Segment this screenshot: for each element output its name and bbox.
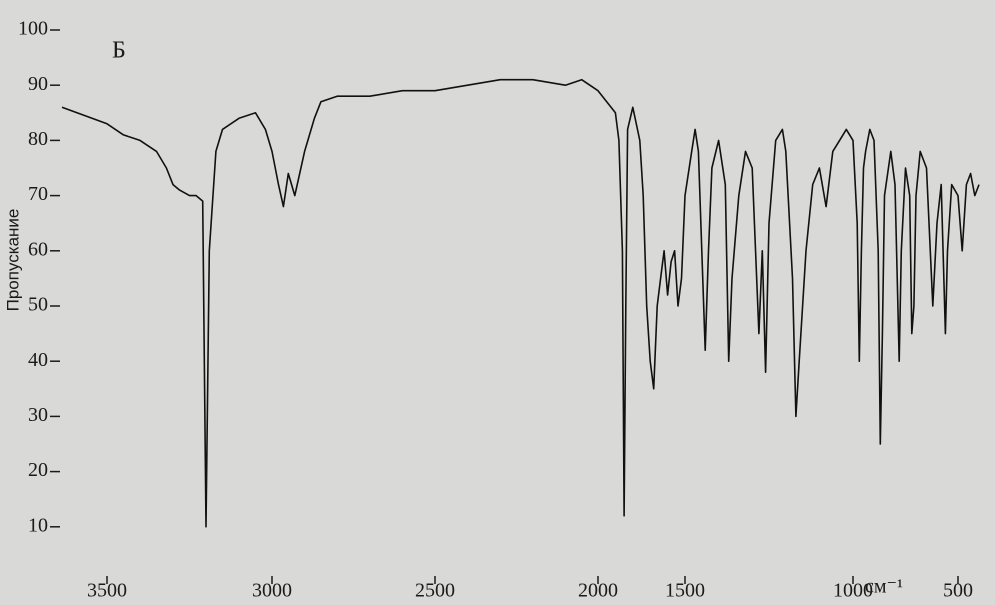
y-tick-label: 100 [18, 18, 48, 40]
x-tick-label: 1500 [665, 580, 705, 602]
y-tick-label: 20 [28, 459, 48, 481]
y-tick-label: 30 [28, 404, 48, 426]
y-tick-label: 10 [28, 514, 48, 536]
y-tick-label: 40 [28, 349, 48, 371]
panel-label: Б [112, 38, 126, 64]
y-tick-label: 70 [28, 183, 48, 205]
x-tick-label: 3000 [252, 580, 292, 602]
y-tick-label: 50 [28, 294, 48, 316]
y-tick-label: 90 [28, 73, 48, 95]
x-tick-label: 2500 [415, 580, 455, 602]
x-tick-label: 2000 [578, 580, 618, 602]
y-tick-label: 80 [28, 128, 48, 150]
x-tick-label: 1000 [833, 580, 873, 602]
x-unit-label: см⁻¹ [865, 576, 903, 598]
x-tick-label: 500 [943, 580, 973, 602]
spectrum-line [61, 78, 980, 528]
y-axis-label: Пропускание [3, 209, 22, 312]
x-tick-label: 3500 [87, 580, 127, 602]
y-tick-label: 60 [28, 238, 48, 260]
